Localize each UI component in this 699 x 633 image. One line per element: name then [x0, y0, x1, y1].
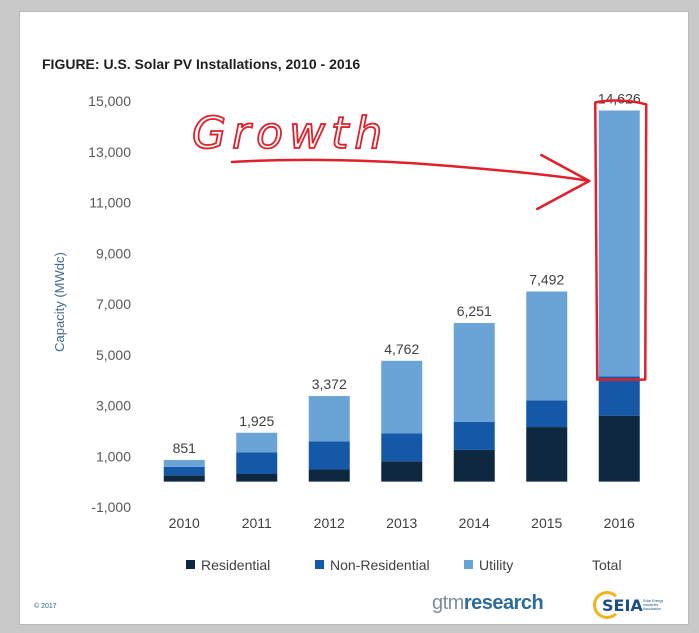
x-tick-label: 2010	[169, 515, 200, 531]
bar-segment-utility	[598, 110, 640, 377]
bar-segment-non-residential	[381, 433, 423, 462]
total-data-label: 14,626	[598, 90, 641, 106]
legend-swatch	[186, 560, 195, 569]
y-tick-label: 5,000	[96, 347, 131, 363]
bar-segment-non-residential	[308, 441, 350, 470]
bar-segment-non-residential	[526, 400, 568, 428]
growth-arrow-shaft	[230, 158, 591, 183]
bar-segment-non-residential	[453, 421, 495, 450]
highlight-box	[594, 99, 648, 381]
y-tick-label: 11,000	[89, 195, 131, 211]
seia-sun-icon	[593, 591, 621, 619]
x-tick-label: 2015	[531, 515, 562, 531]
bar-segment-non-residential	[598, 376, 640, 416]
y-tick-label: 15,000	[88, 93, 131, 109]
seia-subtitle: Solar Energy Industries Association	[643, 599, 664, 611]
bar-segment-utility	[236, 432, 278, 453]
bar-segment-residential	[453, 449, 495, 482]
y-axis-label: Capacity (MWdc)	[52, 252, 67, 352]
y-tick-label: 1,000	[96, 448, 131, 464]
bar-segment-utility	[381, 360, 423, 434]
legend-label: Total	[592, 557, 622, 573]
y-tick-label: 7,000	[96, 296, 131, 312]
x-tick-label: 2013	[386, 515, 417, 531]
growth-annotation-text: Growth	[192, 108, 388, 159]
x-tick-label: 2012	[314, 515, 345, 531]
total-data-label: 7,492	[529, 272, 564, 288]
bar-segment-utility	[526, 291, 568, 401]
bar-segment-residential	[308, 469, 350, 482]
chart-title: FIGURE: U.S. Solar PV Installations, 201…	[42, 56, 361, 72]
seia-wordmark: SEIA	[602, 596, 643, 615]
total-data-label: 1,925	[239, 413, 274, 429]
bar-segment-utility	[453, 323, 495, 422]
legend-label: Utility	[479, 557, 513, 573]
logo-gtm-part: gtm	[432, 592, 464, 614]
legend-swatch	[315, 560, 324, 569]
bar-segment-residential	[163, 475, 205, 482]
bar-segment-utility	[163, 460, 205, 467]
total-data-label: 4,762	[384, 341, 419, 357]
bar-segment-residential	[598, 415, 640, 482]
bar-segment-non-residential	[236, 452, 278, 475]
legend-swatch	[464, 560, 473, 569]
growth-arrow-head	[536, 153, 591, 211]
y-tick-label: -1,000	[91, 499, 131, 515]
legend-label: Residential	[201, 557, 270, 573]
bar-segment-utility	[308, 396, 350, 442]
total-data-label: 3,372	[312, 376, 347, 392]
chart-card	[20, 12, 688, 624]
x-tick-label: 2011	[242, 515, 272, 531]
copyright-text: © 2017	[34, 603, 57, 610]
total-data-label: 851	[173, 440, 197, 456]
y-tick-label: 3,000	[96, 398, 131, 414]
seia-logo: SEIA Solar Energy Industries Association	[593, 591, 665, 621]
legend-label: Non-Residential	[330, 557, 430, 573]
gtm-research-logo: gtmresearch	[432, 592, 544, 615]
bar-segment-residential	[236, 474, 278, 482]
total-data-label: 6,251	[457, 303, 492, 319]
bar-segment-residential	[526, 427, 568, 482]
bar-segment-non-residential	[163, 466, 205, 476]
y-tick-label: 13,000	[88, 144, 131, 160]
logo-research-part: research	[463, 592, 544, 614]
x-tick-label: 2014	[459, 515, 490, 531]
y-tick-label: 9,000	[96, 245, 131, 261]
x-tick-label: 2016	[604, 515, 635, 531]
bar-segment-residential	[381, 461, 423, 482]
